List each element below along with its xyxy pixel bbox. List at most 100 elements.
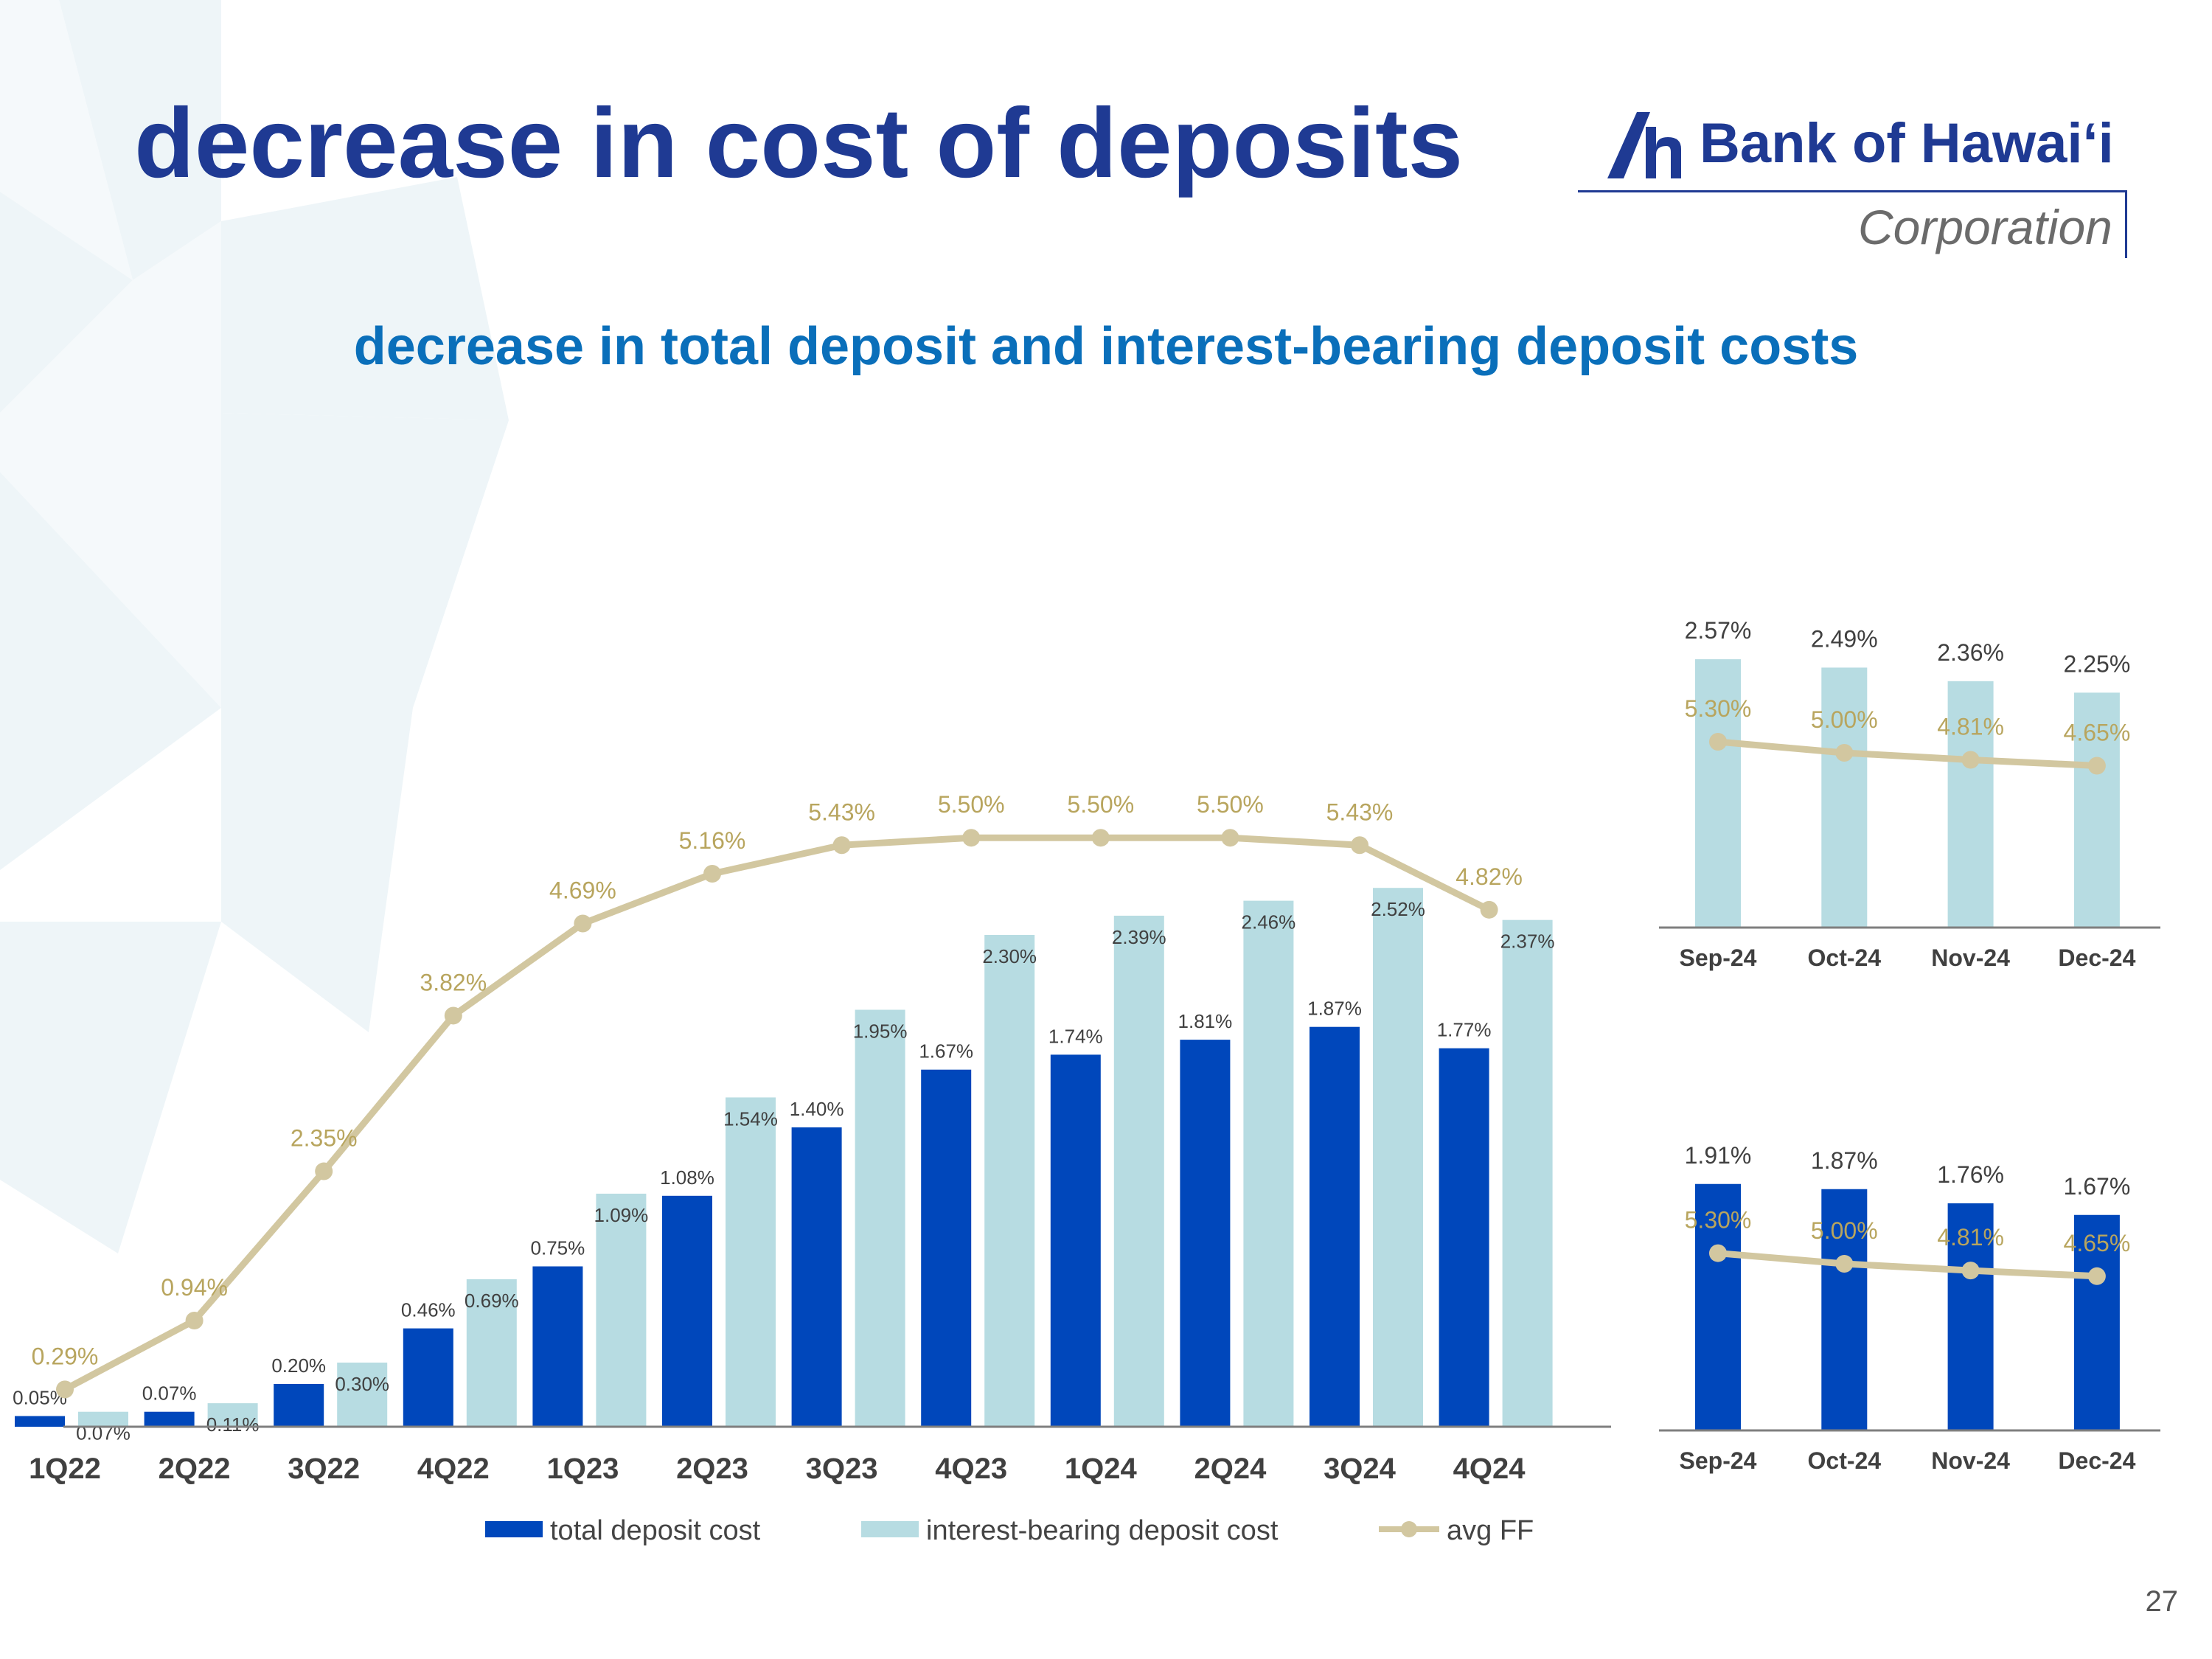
monthly-category-tick-label: Oct-24 xyxy=(1808,945,1882,971)
avg-ff-value-label: 5.43% xyxy=(808,799,875,825)
total-deposit-value-label: 1.81% xyxy=(1178,1010,1233,1032)
avg-ff-value-label: 0.94% xyxy=(161,1274,228,1301)
monthly-bar xyxy=(2073,1214,2120,1430)
total-deposit-value-label: 1.87% xyxy=(1307,998,1362,1020)
total-deposit-value-label: 0.20% xyxy=(271,1354,326,1377)
bank-logo: Bank of Hawaiʻi Corporation xyxy=(1578,103,2138,273)
monthly-avg-ff-point xyxy=(1961,751,1980,769)
avg-ff-value-label: 3.82% xyxy=(420,969,487,995)
total-deposit-bar xyxy=(791,1127,842,1427)
quarterly-chart: 0.05%0.07%1Q220.07%0.11%2Q220.20%0.30%3Q… xyxy=(13,791,1611,1485)
monthly-avg-ff-point xyxy=(1709,1244,1727,1262)
interest-bearing-value-label: 1.09% xyxy=(594,1204,649,1226)
category-tick-label: 3Q23 xyxy=(806,1453,878,1485)
total-deposit-value-label: 1.08% xyxy=(660,1166,714,1189)
total-deposit-value-label: 0.75% xyxy=(531,1237,585,1259)
avg-ff-point xyxy=(1221,829,1239,847)
avg-ff-point xyxy=(962,829,981,847)
monthly-bar-value-label: 1.76% xyxy=(1937,1161,2004,1188)
avg-ff-value-label: 5.50% xyxy=(938,791,1005,818)
avg-ff-point xyxy=(1091,829,1110,847)
interest-bearing-bar xyxy=(1243,900,1294,1427)
category-tick-label: 3Q24 xyxy=(1324,1453,1397,1485)
interest-bearing-bar xyxy=(78,1411,128,1427)
monthly-category-tick-label: Nov-24 xyxy=(1931,945,2010,971)
monthly-bar xyxy=(1947,681,1994,928)
legend-label-ff: avg FF xyxy=(1447,1515,1534,1546)
total-deposit-value-label: 1.67% xyxy=(919,1040,973,1062)
category-tick-label: 2Q24 xyxy=(1194,1453,1267,1485)
monthly-category-tick-label: Oct-24 xyxy=(1808,1447,1882,1474)
interest-bearing-value-label: 2.30% xyxy=(982,945,1037,967)
slide-title: decrease in cost of deposits xyxy=(134,88,1464,198)
interest-bearing-bar xyxy=(596,1193,647,1427)
interest-bearing-value-label: 2.37% xyxy=(1500,931,1555,953)
monthly-avg-ff-point xyxy=(1835,744,1854,762)
category-tick-label: 1Q23 xyxy=(546,1453,619,1485)
monthly-avg-ff-point xyxy=(2087,757,2106,775)
category-tick-label: 3Q22 xyxy=(288,1453,360,1485)
total-deposit-value-label: 0.46% xyxy=(401,1299,456,1321)
category-tick-label: 2Q22 xyxy=(159,1453,231,1485)
avg-ff-value-label: 5.43% xyxy=(1326,799,1394,825)
avg-ff-value-label: 0.29% xyxy=(32,1343,99,1369)
avg-ff-value-label: 5.50% xyxy=(1197,791,1264,818)
legend-swatch-total xyxy=(485,1521,543,1537)
total-deposit-value-label: 1.74% xyxy=(1048,1025,1103,1047)
interest-bearing-value-label: 1.54% xyxy=(723,1107,778,1130)
monthly-avg-ff-value-label: 5.00% xyxy=(1811,706,1878,733)
avg-ff-point xyxy=(185,1312,204,1330)
monthly-avg-ff-value-label: 5.30% xyxy=(1685,1207,1752,1234)
avg-ff-point xyxy=(315,1162,333,1180)
avg-ff-point xyxy=(1351,836,1368,855)
monthly-avg-ff-value-label: 4.65% xyxy=(2064,720,2131,746)
monthly-bar xyxy=(1821,1189,1868,1430)
bank-logo-name: Bank of Hawaiʻi xyxy=(1700,112,2114,175)
category-tick-label: 4Q23 xyxy=(935,1453,1007,1485)
page-number: 27 xyxy=(2145,1585,2179,1618)
interest-bearing-value-label: 0.30% xyxy=(335,1373,389,1395)
monthly-avg-ff-value-label: 4.81% xyxy=(1937,1224,2004,1251)
avg-ff-value-label: 5.16% xyxy=(679,827,746,854)
monthly-bar xyxy=(1821,667,1868,928)
monthly-bar-value-label: 2.25% xyxy=(2064,650,2131,677)
category-tick-label: 4Q24 xyxy=(1453,1453,1526,1485)
bank-logo-mark-icon xyxy=(1607,112,1681,178)
avg-ff-value-label: 4.69% xyxy=(549,877,616,904)
interest-bearing-bar xyxy=(726,1097,776,1427)
total-deposit-value-label: 1.77% xyxy=(1437,1019,1492,1041)
monthly-category-tick-label: Sep-24 xyxy=(1680,1447,1757,1474)
avg-ff-value-label: 5.50% xyxy=(1067,791,1134,818)
monthly-avg-ff-value-label: 4.81% xyxy=(1937,714,2004,740)
interest-bearing-bar xyxy=(984,935,1035,1427)
interest-bearing-value-label: 2.46% xyxy=(1242,911,1296,933)
monthly-bar-value-label: 1.91% xyxy=(1685,1142,1752,1169)
avg-ff-point xyxy=(832,836,851,855)
total-deposit-bar xyxy=(662,1195,712,1427)
interest-bearing-value-label: 2.52% xyxy=(1371,898,1425,920)
total-deposit-bar xyxy=(15,1416,65,1427)
monthly-category-tick-label: Dec-24 xyxy=(2058,1447,2135,1474)
interest-bearing-bar xyxy=(1373,888,1423,1427)
total-deposit-bar xyxy=(921,1069,972,1427)
monthly-avg-ff-value-label: 4.65% xyxy=(2064,1230,2131,1256)
monthly-avg-ff-point xyxy=(1709,733,1727,751)
avg-ff-value-label: 4.82% xyxy=(1455,863,1523,890)
monthly-total-deposit-chart: 1.91% Sep-24 1.87% Oct-24 1.76% Nov-24 1.67% De… xyxy=(1659,1142,2160,1474)
category-tick-label: 4Q22 xyxy=(417,1453,490,1485)
avg-ff-point xyxy=(574,914,592,933)
interest-bearing-bar xyxy=(207,1403,258,1427)
interest-bearing-value-label: 0.07% xyxy=(76,1422,131,1444)
total-deposit-bar xyxy=(1439,1048,1489,1427)
background-star-pattern xyxy=(0,0,509,1253)
monthly-bar xyxy=(1695,659,1741,928)
monthly-avg-ff-point xyxy=(2087,1267,2106,1285)
total-deposit-bar xyxy=(274,1384,324,1427)
interest-bearing-bar xyxy=(466,1279,517,1427)
total-deposit-value-label: 1.40% xyxy=(790,1098,844,1120)
total-deposit-bar xyxy=(403,1328,453,1427)
total-deposit-bar xyxy=(1310,1026,1360,1427)
monthly-bar xyxy=(2073,692,2120,928)
monthly-bar xyxy=(1695,1183,1741,1430)
monthly-category-tick-label: Nov-24 xyxy=(1931,1447,2010,1474)
